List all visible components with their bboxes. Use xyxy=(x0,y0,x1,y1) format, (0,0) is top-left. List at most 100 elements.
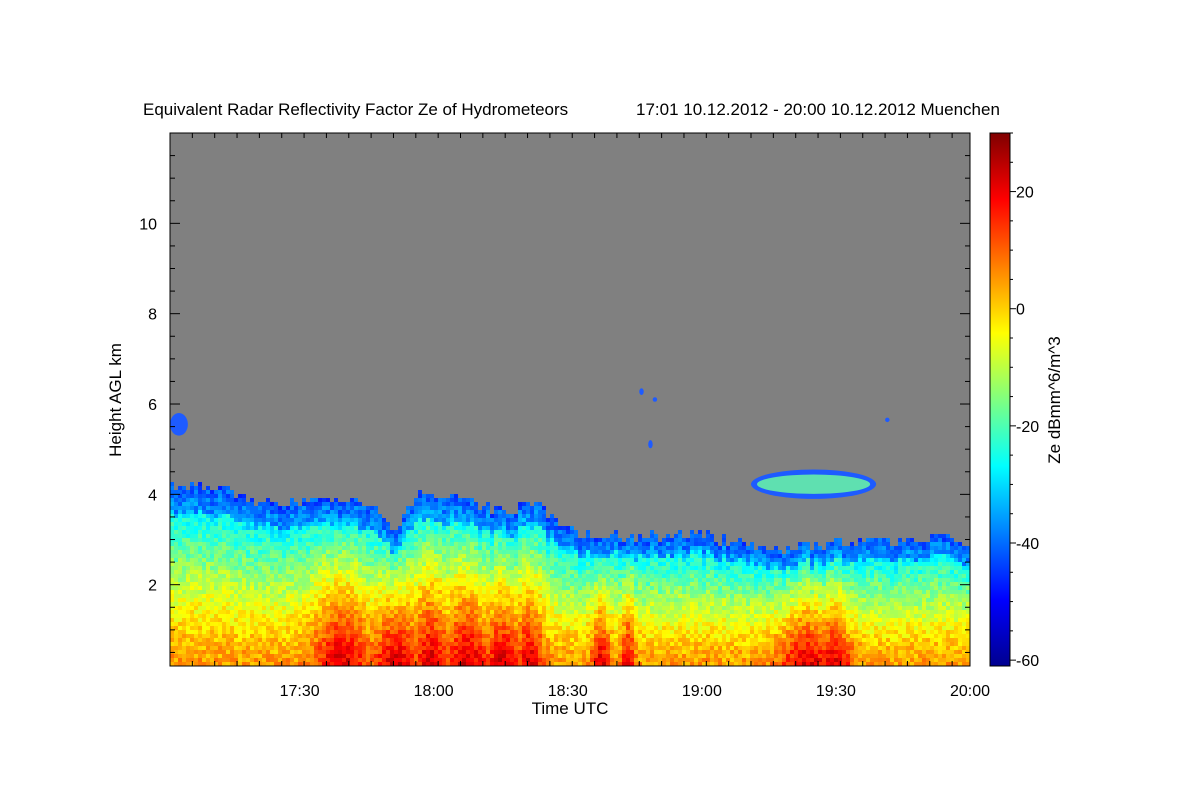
heatmap-cell xyxy=(630,534,634,538)
heatmap-cell xyxy=(506,558,510,562)
heatmap-cell xyxy=(194,522,198,526)
heatmap-cell xyxy=(270,558,274,562)
heatmap-cell xyxy=(474,646,478,650)
heatmap-cell xyxy=(334,550,338,554)
heatmap-cell xyxy=(270,630,274,634)
heatmap-cell xyxy=(270,598,274,602)
heatmap-cell xyxy=(238,654,242,658)
heatmap-cell xyxy=(390,658,394,662)
heatmap-cell xyxy=(334,558,338,562)
heatmap-cell xyxy=(610,562,614,566)
heatmap-cell xyxy=(438,606,442,610)
heatmap-cell xyxy=(218,650,222,654)
heatmap-cell xyxy=(622,642,626,646)
heatmap-cell xyxy=(338,630,342,634)
heatmap-cell xyxy=(622,562,626,566)
heatmap-cell xyxy=(306,542,310,546)
heatmap-cell xyxy=(494,542,498,546)
heatmap-cell xyxy=(442,502,446,506)
heatmap-cell xyxy=(546,518,550,522)
heatmap-cell xyxy=(450,534,454,538)
heatmap-cell xyxy=(402,654,406,658)
heatmap-cell xyxy=(294,654,298,658)
heatmap-cell xyxy=(282,542,286,546)
heatmap-cell xyxy=(210,542,214,546)
heatmap-cell xyxy=(194,494,198,498)
heatmap-cell xyxy=(410,530,414,534)
heatmap-cell xyxy=(618,554,622,558)
heatmap-cell xyxy=(374,554,378,558)
heatmap-cell xyxy=(186,642,190,646)
heatmap-cell xyxy=(458,610,462,614)
heatmap-cell xyxy=(522,622,526,626)
heatmap-cell xyxy=(258,526,262,530)
heatmap-cell xyxy=(338,654,342,658)
heatmap-cell xyxy=(478,546,482,550)
heatmap-cell xyxy=(250,594,254,598)
heatmap-cell xyxy=(478,534,482,538)
heatmap-cell xyxy=(634,630,638,634)
heatmap-cell xyxy=(570,658,574,662)
heatmap-cell xyxy=(542,590,546,594)
heatmap-cell xyxy=(634,646,638,650)
heatmap-cell xyxy=(458,574,462,578)
heatmap-cell xyxy=(430,542,434,546)
heatmap-cell xyxy=(170,534,174,538)
heatmap-cell xyxy=(458,626,462,630)
heatmap-cell xyxy=(446,626,450,630)
heatmap-cell xyxy=(410,518,414,522)
heatmap-cell xyxy=(182,526,186,530)
heatmap-cell xyxy=(318,626,322,630)
heatmap-cell xyxy=(350,542,354,546)
heatmap-cell xyxy=(446,554,450,558)
heatmap-cell xyxy=(442,558,446,562)
heatmap-cell xyxy=(286,586,290,590)
heatmap-cell xyxy=(618,650,622,654)
heatmap-cell xyxy=(186,546,190,550)
heatmap-cell xyxy=(246,622,250,626)
heatmap-cell xyxy=(430,522,434,526)
heatmap-cell xyxy=(222,654,226,658)
heatmap-cell xyxy=(550,538,554,542)
heatmap-cell xyxy=(466,534,470,538)
heatmap-cell xyxy=(458,538,462,542)
heatmap-cell xyxy=(474,606,478,610)
heatmap-cell xyxy=(638,654,642,658)
heatmap-cell xyxy=(674,638,678,642)
heatmap-cell xyxy=(426,558,430,562)
heatmap-cell xyxy=(178,606,182,610)
heatmap-cell xyxy=(338,550,342,554)
heatmap-cell xyxy=(418,646,422,650)
heatmap-cell xyxy=(202,554,206,558)
heatmap-cell xyxy=(646,562,650,566)
heatmap-cell xyxy=(318,530,322,534)
heatmap-cell xyxy=(270,634,274,638)
heatmap-cell xyxy=(634,626,638,630)
heatmap-cell xyxy=(402,546,406,550)
heatmap-cell xyxy=(638,634,642,638)
heatmap-cell xyxy=(498,610,502,614)
heatmap-cell xyxy=(566,538,570,542)
heatmap-cell xyxy=(558,646,562,650)
heatmap-cell xyxy=(246,646,250,650)
heatmap-cell xyxy=(402,566,406,570)
heatmap-cell xyxy=(558,566,562,570)
heatmap-cell xyxy=(438,498,442,502)
heatmap-cell xyxy=(174,610,178,614)
heatmap-cell xyxy=(486,586,490,590)
heatmap-cell xyxy=(318,602,322,606)
heatmap-cell xyxy=(354,590,358,594)
heatmap-cell xyxy=(466,570,470,574)
heatmap-cell xyxy=(278,654,282,658)
heatmap-cell xyxy=(638,638,642,642)
heatmap-cell xyxy=(374,610,378,614)
heatmap-cell xyxy=(642,590,646,594)
heatmap-cell xyxy=(198,662,202,666)
heatmap-cell xyxy=(506,602,510,606)
heatmap-cell xyxy=(410,514,414,518)
heatmap-cell xyxy=(326,578,330,582)
heatmap-cell xyxy=(206,638,210,642)
heatmap-cell xyxy=(506,638,510,642)
heatmap-cell xyxy=(350,622,354,626)
heatmap-cell xyxy=(490,558,494,562)
